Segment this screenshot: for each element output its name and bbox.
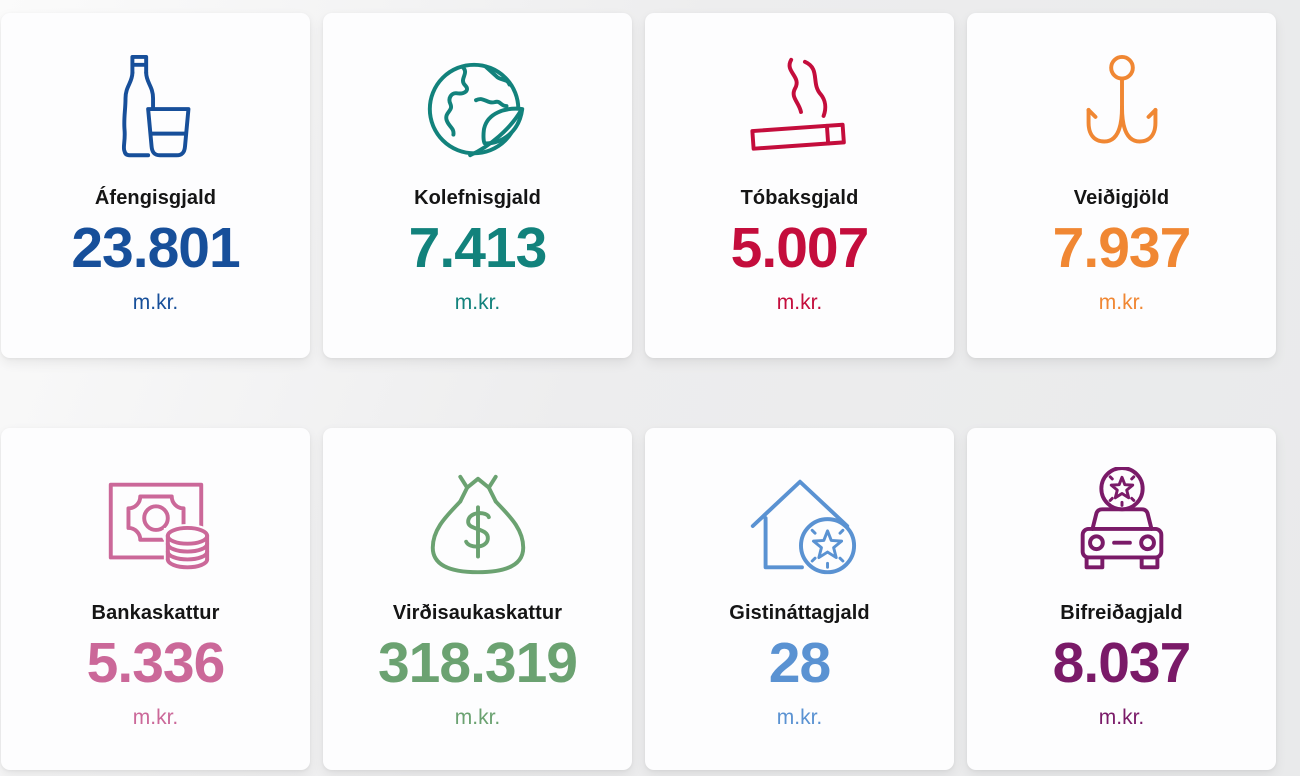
card-value: 23.801 — [71, 216, 240, 280]
stat-card-fishing-hook[interactable]: Veiðigjöld 7.937 m.kr. — [967, 13, 1276, 358]
banknote-coins-icon — [108, 482, 213, 570]
card-unit: m.kr. — [132, 706, 179, 729]
card-icon-wrap — [419, 462, 537, 590]
card-value: 8.037 — [1052, 631, 1192, 695]
card-icon-wrap — [97, 47, 215, 175]
card-value: 318.319 — [377, 631, 578, 695]
card-unit: m.kr. — [454, 706, 501, 729]
stat-card-money-bag[interactable]: Virðisaukaskattur 318.319 m.kr. — [323, 428, 632, 770]
card-unit: m.kr. — [132, 291, 179, 314]
stat-card-grid: Áfengisgjald 23.801 m.kr. Kolefnisgjald … — [1, 13, 1276, 770]
card-title: Kolefnisgjald — [414, 187, 541, 209]
card-value: 5.007 — [730, 216, 870, 280]
card-icon-wrap — [419, 47, 537, 175]
card-title: Virðisaukaskattur — [392, 602, 563, 624]
card-value: 7.413 — [408, 216, 548, 280]
globe-leaf-icon — [427, 62, 524, 158]
card-value: 7.937 — [1052, 216, 1192, 280]
card-unit: m.kr. — [776, 706, 823, 729]
card-title: Bifreiðagjald — [1060, 602, 1183, 624]
card-icon-wrap — [1063, 47, 1181, 175]
cigarette-icon — [749, 57, 846, 151]
stat-card-house-star[interactable]: Gistináttagjald 28 m.kr. — [645, 428, 954, 770]
card-title: Bankaskattur — [91, 602, 220, 624]
card-icon-wrap — [741, 47, 859, 175]
card-unit: m.kr. — [776, 291, 823, 314]
card-unit: m.kr. — [1098, 291, 1145, 314]
stat-card-cigarette[interactable]: Tóbaksgjald 5.007 m.kr. — [645, 13, 954, 358]
card-icon-wrap — [741, 462, 859, 590]
card-value: 5.336 — [86, 631, 226, 695]
card-unit: m.kr. — [454, 291, 501, 314]
card-unit: m.kr. — [1098, 706, 1145, 729]
house-star-icon — [750, 479, 856, 575]
stat-card-car-star[interactable]: Bifreiðagjald 8.037 m.kr. — [967, 428, 1276, 770]
card-title: Veiðigjöld — [1073, 187, 1170, 209]
fishing-hook-icon — [1086, 54, 1157, 144]
card-icon-wrap — [97, 462, 215, 590]
card-icon-wrap — [1063, 462, 1181, 590]
money-bag-icon — [430, 474, 525, 575]
card-title: Áfengisgjald — [94, 187, 217, 209]
bottle-glass-icon — [121, 54, 190, 158]
card-value: 28 — [768, 631, 831, 695]
car-star-icon — [1080, 467, 1163, 570]
stat-card-globe-leaf[interactable]: Kolefnisgjald 7.413 m.kr. — [323, 13, 632, 358]
stat-card-banknote-coins[interactable]: Bankaskattur 5.336 m.kr. — [1, 428, 310, 770]
card-title: Tóbaksgjald — [740, 187, 859, 209]
card-title: Gistináttagjald — [729, 602, 870, 624]
stat-card-bottle-glass[interactable]: Áfengisgjald 23.801 m.kr. — [1, 13, 310, 358]
